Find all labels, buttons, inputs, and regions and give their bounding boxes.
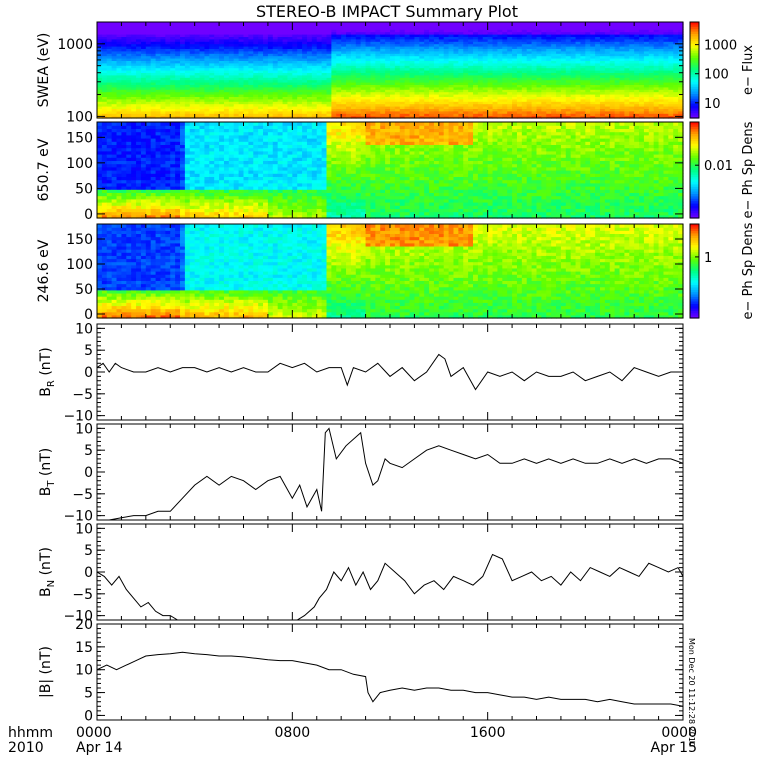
- colorbar-tick-label: 1: [704, 251, 712, 266]
- y-axis-label-sub: N: [46, 580, 57, 587]
- date-label: Apr 14: [76, 740, 123, 756]
- bt-panel: 10 5 0 −5 −10 BT (nT): [38, 421, 684, 525]
- generation-stamp: Mon Dec 20 11:12:28 2010: [687, 638, 696, 747]
- panel-frame: [96, 323, 684, 421]
- colorbar-tick-label: 10: [704, 97, 721, 112]
- colorbar-label: e− Ph Sp Dens: [741, 222, 756, 319]
- bmag-panel: 20 15 10 5 0 |B| (nT): [38, 617, 684, 724]
- y-axis-label: BN (nT): [38, 547, 57, 597]
- y-axis-label-unit: (nT): [38, 646, 54, 679]
- hhmm-label: hhmm: [8, 725, 53, 741]
- y-axis-label-main: B: [38, 387, 54, 397]
- y-tick-label: 1000: [57, 37, 93, 53]
- colorbar-tick-label: 0.01: [704, 159, 733, 174]
- panel-frame: [96, 623, 684, 721]
- y-tick-label: 20: [75, 617, 93, 633]
- y-tick-label: 0: [84, 307, 93, 323]
- y-tick-label: −10: [63, 409, 93, 425]
- time-tick-label: 0800: [275, 725, 311, 741]
- y-tick-label: 10: [75, 321, 93, 337]
- y-tick-label: 0: [84, 207, 93, 223]
- bmag-series-line: [97, 651, 683, 707]
- y-axis-label-unit: (nT): [38, 448, 54, 481]
- colorbar-frame: [689, 21, 700, 119]
- colorbar-tick-label: 1000: [704, 39, 737, 54]
- y-tick-label: −10: [63, 609, 93, 625]
- y-tick-label: 150: [66, 232, 93, 248]
- panel-frame: [96, 523, 684, 621]
- y-axis-label: 650.7 eV: [36, 138, 52, 201]
- y-tick-label: 100: [66, 109, 93, 125]
- y-tick-label: 0: [84, 365, 93, 381]
- y-tick-label: 5: [84, 686, 93, 702]
- colorbar-tick-label: 100: [704, 68, 729, 83]
- y-axis-label-sub: R: [46, 380, 57, 387]
- colorbar-frame: [689, 223, 700, 319]
- br-panel: 10 5 0 −5 −10 BR (nT): [38, 321, 684, 425]
- colorbar-label: e− Ph Sp Dens: [741, 121, 756, 218]
- y-axis-label-unit: (nT): [38, 547, 54, 580]
- swea-panel: 10 100 1000 e− Flux 100 1000 SWEA (eV): [36, 21, 756, 125]
- br-series-line: [97, 353, 683, 391]
- y-tick-label: −10: [63, 509, 93, 525]
- y-axis-label-main: B: [38, 587, 54, 597]
- y-axis-label: BT (nT): [38, 448, 57, 497]
- y-tick-label: 0: [84, 565, 93, 581]
- time-tick-label: 0000: [661, 725, 697, 741]
- year-label: 2010: [8, 740, 44, 756]
- y-tick-label: 5: [84, 543, 93, 559]
- y-axis-label-main: B: [38, 487, 54, 497]
- bn-panel: 10 5 0 −5 −10 BN (nT): [38, 521, 684, 625]
- y-axis-label: SWEA (eV): [36, 33, 52, 108]
- colorbar-label: e− Flux: [741, 45, 756, 95]
- y-tick-label: 10: [75, 663, 93, 679]
- y-tick-label: 50: [75, 181, 93, 197]
- y-tick-label: 0: [84, 708, 93, 724]
- colorbar-frame: [689, 121, 700, 219]
- y-tick-label: −5: [72, 587, 93, 603]
- y-tick-label: 5: [84, 343, 93, 359]
- y-tick-label: −5: [72, 487, 93, 503]
- y-tick-label: 50: [75, 282, 93, 298]
- bn-series-line: [97, 553, 683, 620]
- y-axis-label: BR (nT): [38, 347, 57, 396]
- y-axis-label-unit: (nT): [38, 347, 54, 380]
- plot-title: STEREO-B IMPACT Summary Plot: [256, 2, 518, 21]
- y-tick-label: −5: [72, 387, 93, 403]
- y-axis-label-sub: T: [46, 480, 57, 488]
- y-tick-label: 100: [66, 257, 93, 273]
- y-tick-label: 10: [75, 521, 93, 537]
- y-axis-label: 246.6 eV: [36, 239, 52, 302]
- panel-frame: [96, 423, 684, 521]
- y-tick-label: 0: [84, 465, 93, 481]
- time-tick-label: 0000: [76, 725, 112, 741]
- y-tick-label: 10: [75, 421, 93, 437]
- y-tick-label: 150: [66, 130, 93, 146]
- bt-series-line: [97, 427, 683, 520]
- y-tick-label: 15: [75, 640, 93, 656]
- pad246-panel: 1 e− Ph Sp Dens 0 50 100 150 246.6 eV: [36, 222, 756, 323]
- time-tick-label: 1600: [470, 725, 506, 741]
- y-tick-label: 5: [84, 443, 93, 459]
- date-label: Apr 15: [651, 740, 697, 756]
- y-tick-label: 100: [66, 156, 93, 172]
- y-axis-label: |B| (nT): [38, 646, 54, 698]
- pad650-panel: 0.01 e− Ph Sp Dens 0 50 100 150 650.7 eV: [36, 121, 756, 223]
- y-axis-label-main: |B|: [38, 679, 54, 698]
